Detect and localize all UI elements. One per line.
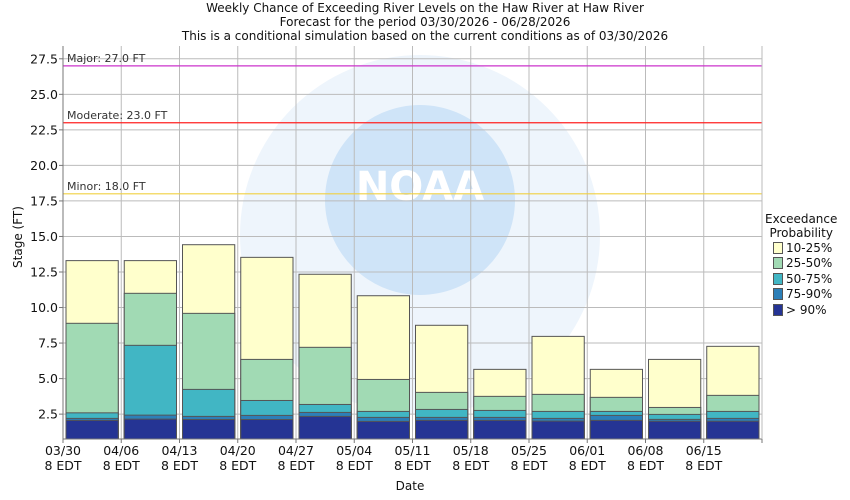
bar-segment-90 bbox=[473, 419, 527, 440]
x-tick-sublabel: 8 EDT bbox=[161, 458, 198, 473]
y-tick-label: 27.5 bbox=[30, 51, 58, 66]
x-tick-label: 06/08 bbox=[627, 443, 663, 458]
y-tick-label: 2.5 bbox=[38, 407, 58, 422]
chart-subtitle: Forecast for the period 03/30/2026 - 06/… bbox=[279, 15, 571, 29]
chart-title: Weekly Chance of Exceeding River Levels … bbox=[206, 1, 644, 15]
chart-subtitle-2: This is a conditional simulation based o… bbox=[181, 29, 669, 43]
legend-item: 75-90% bbox=[773, 287, 837, 303]
legend-swatch bbox=[773, 272, 783, 285]
legend-item: > 90% bbox=[773, 302, 837, 318]
x-tick-sublabel: 8 EDT bbox=[685, 458, 722, 473]
x-tick-label: 04/20 bbox=[220, 443, 256, 458]
legend-item: 50-75% bbox=[773, 271, 837, 287]
y-tick-label: 20.0 bbox=[30, 158, 58, 173]
bar-segment-90 bbox=[356, 420, 410, 440]
legend-label: > 90% bbox=[786, 302, 827, 317]
x-tick-sublabel: 8 EDT bbox=[336, 458, 373, 473]
y-tick-label: 25.0 bbox=[30, 87, 58, 102]
x-tick-label: 06/01 bbox=[569, 443, 605, 458]
bar-segment-90 bbox=[589, 419, 643, 440]
bar-segment-90 bbox=[123, 418, 177, 440]
legend-label: 25-50% bbox=[786, 256, 833, 271]
bar-segment-90 bbox=[240, 419, 294, 440]
x-tick-sublabel: 8 EDT bbox=[569, 458, 606, 473]
x-tick-sublabel: 8 EDT bbox=[627, 458, 664, 473]
x-axis-label: Date bbox=[395, 479, 425, 493]
x-tick-label: 05/18 bbox=[453, 443, 489, 458]
y-tick-label: 10.0 bbox=[30, 300, 58, 315]
bar-segment-90 bbox=[415, 419, 469, 440]
x-tick-label: 03/30 bbox=[45, 443, 81, 458]
bar-segment-90 bbox=[648, 420, 702, 440]
noaa-logo-inner bbox=[325, 105, 515, 295]
legend-swatch bbox=[773, 288, 783, 301]
x-tick-sublabel: 8 EDT bbox=[103, 458, 140, 473]
legend-swatch bbox=[773, 241, 783, 254]
x-tick-sublabel: 8 EDT bbox=[394, 458, 431, 473]
y-tick-label: 15.0 bbox=[30, 229, 58, 244]
y-tick-label: 17.5 bbox=[30, 193, 58, 208]
y-axis-label: Stage (FT) bbox=[11, 206, 25, 268]
x-tick-sublabel: 8 EDT bbox=[452, 458, 489, 473]
x-tick-sublabel: 8 EDT bbox=[510, 458, 547, 473]
x-tick-sublabel: 8 EDT bbox=[219, 458, 256, 473]
x-tick-label: 05/11 bbox=[394, 443, 430, 458]
bar-segment-90 bbox=[298, 415, 352, 440]
x-tick-label: 04/27 bbox=[278, 443, 314, 458]
legend-item: 10-25% bbox=[773, 240, 837, 256]
legend-label: 50-75% bbox=[786, 271, 833, 286]
x-tick-label: 04/13 bbox=[161, 443, 197, 458]
x-tick-sublabel: 8 EDT bbox=[277, 458, 314, 473]
x-tick-label: 04/06 bbox=[103, 443, 139, 458]
threshold-label: Major: 27.0 FT bbox=[67, 52, 146, 65]
y-tick-label: 5.0 bbox=[38, 371, 58, 386]
bar-segment-90 bbox=[182, 419, 236, 440]
x-tick-label: 06/15 bbox=[686, 443, 722, 458]
legend-title-2: Probability bbox=[769, 226, 833, 240]
legend-swatch bbox=[773, 257, 783, 270]
legend-title: Exceedance bbox=[765, 212, 838, 226]
bar-segment-90 bbox=[531, 420, 585, 440]
threshold-label: Minor: 18.0 FT bbox=[67, 180, 146, 193]
noaa-logo-text: NOAA bbox=[356, 164, 484, 210]
legend-swatch bbox=[773, 303, 783, 316]
legend-label: 75-90% bbox=[786, 287, 833, 302]
threshold-label: Moderate: 23.0 FT bbox=[67, 109, 168, 122]
y-tick-label: 22.5 bbox=[30, 122, 58, 137]
y-tick-label: 7.5 bbox=[38, 336, 58, 351]
legend: Exceedance Probability 10-25% 25-50% 50-75… bbox=[765, 212, 837, 318]
x-tick-label: 05/04 bbox=[336, 443, 372, 458]
y-tick-label: 12.5 bbox=[30, 264, 58, 279]
bar-segment-90 bbox=[706, 420, 760, 440]
x-tick-label: 05/25 bbox=[511, 443, 547, 458]
bar-segment-90 bbox=[65, 419, 119, 440]
legend-item: 25-50% bbox=[773, 256, 837, 272]
legend-label: 10-25% bbox=[786, 240, 833, 255]
x-tick-sublabel: 8 EDT bbox=[44, 458, 81, 473]
